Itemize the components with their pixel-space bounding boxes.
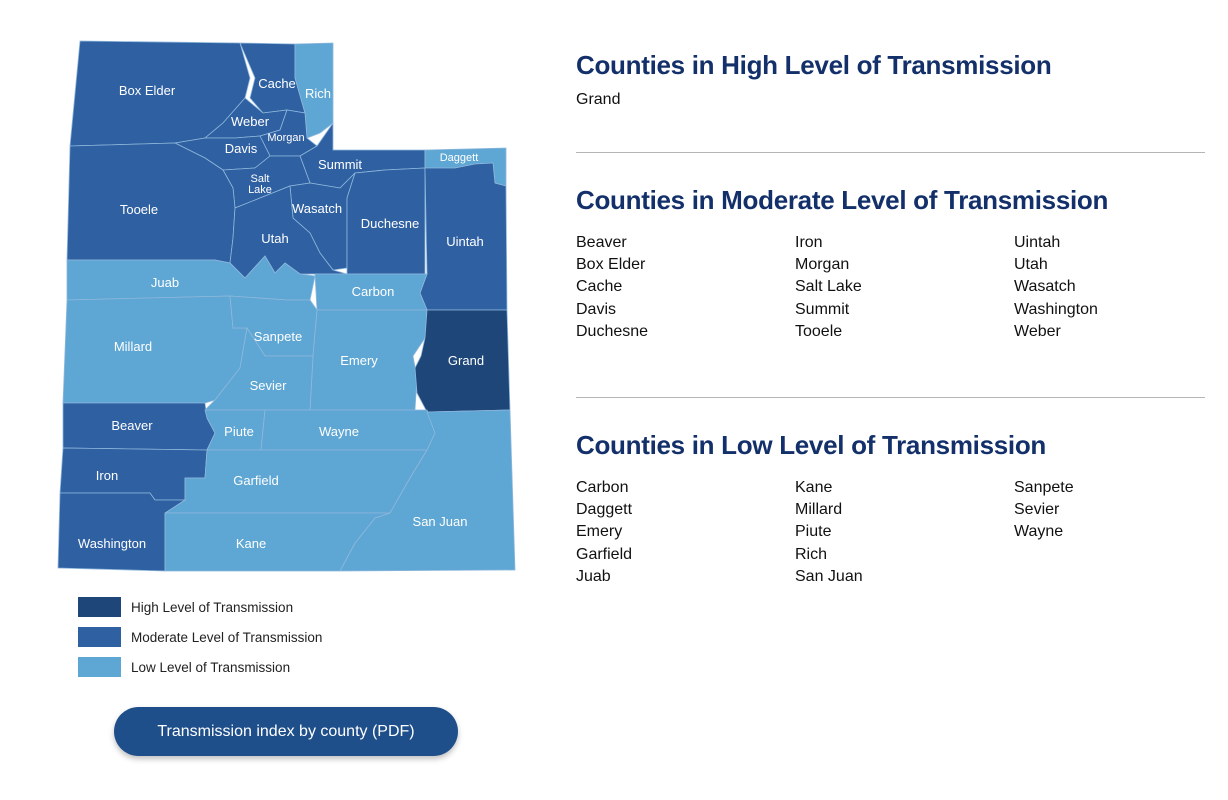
legend-label-high: High Level of Transmission — [131, 599, 294, 615]
map-legend: High Level of Transmission Moderate Leve… — [78, 592, 322, 682]
county-list-item: Washington — [1014, 300, 1098, 318]
county-list-item: Carbon — [576, 479, 629, 496]
county-list-item: Wayne — [1014, 523, 1064, 541]
county-kane[interactable] — [164, 512, 391, 572]
county-list-item: Morgan — [795, 256, 850, 274]
legend-item-moderate: Moderate Level of Transmission — [78, 622, 322, 652]
legend-item-high: High Level of Transmission — [78, 592, 322, 622]
county-piute[interactable] — [204, 409, 266, 451]
legend-label-low: Low Level of Transmission — [131, 659, 291, 675]
county-list-item: Kane — [795, 479, 833, 496]
legend-swatch-low — [78, 657, 121, 677]
county-list-item: Rich — [795, 545, 828, 563]
legend-swatch-high — [78, 597, 121, 617]
section-title-low: Counties in Low Level of Transmission — [576, 430, 1046, 460]
county-list-item: Box Elder — [576, 256, 646, 274]
county-list-item: San Juan — [795, 567, 863, 585]
low-county-columns: Carbon Daggett Emery Garfield Juab Kane … — [576, 477, 1205, 588]
county-list-item: Garfield — [576, 545, 633, 563]
county-list-item: Iron — [795, 234, 823, 251]
county-tooele[interactable] — [66, 142, 236, 264]
county-list-item: Wasatch — [1014, 278, 1076, 296]
county-carbon[interactable] — [314, 273, 428, 311]
county-list-item: Tooele — [795, 322, 843, 340]
utah-county-map: Box Elder Cache Rich Weber Morgan Davis … — [55, 38, 525, 578]
county-list-item: Beaver — [576, 234, 627, 251]
section-title-high: Counties in High Level of Transmission — [576, 50, 1052, 80]
county-uintah[interactable] — [419, 162, 508, 311]
legend-label-moderate: Moderate Level of Transmission — [131, 629, 323, 645]
column-1: Carbon Daggett Emery Garfield Juab — [576, 477, 795, 588]
county-list-item: Weber — [1014, 322, 1061, 340]
divider — [576, 397, 1205, 398]
county-millard[interactable] — [62, 295, 248, 404]
map-svg: Box Elder Cache Rich Weber Morgan Davis … — [57, 40, 516, 572]
county-rich[interactable] — [294, 42, 334, 139]
county-list-item: Cache — [576, 278, 623, 296]
transmission-index-pdf-button[interactable]: Transmission index by county (PDF) — [114, 707, 458, 756]
county-list-item: Sanpete — [1014, 479, 1074, 496]
high-county-list: Grand — [576, 89, 1205, 111]
legend-item-low: Low Level of Transmission — [78, 652, 322, 682]
county-grand[interactable] — [414, 309, 511, 413]
county-emery[interactable] — [309, 309, 428, 411]
section-title-moderate: Counties in Moderate Level of Transmissi… — [576, 185, 1109, 215]
column-3: Uintah Utah Wasatch Washington Weber — [1014, 232, 1205, 343]
column-3: Sanpete Sevier Wayne — [1014, 477, 1205, 588]
county-lists-panel: Counties in High Level of Transmission G… — [576, 50, 1205, 588]
county-list-item: Piute — [795, 523, 832, 541]
county-list-item: Salt Lake — [795, 278, 862, 296]
section-moderate: Counties in Moderate Level of Transmissi… — [576, 153, 1205, 397]
legend-swatch-moderate — [78, 627, 121, 647]
county-list-item: Duchesne — [576, 322, 649, 340]
county-washington[interactable] — [57, 492, 187, 572]
county-list-item: Emery — [576, 523, 623, 541]
county-list-item: Sevier — [1014, 501, 1060, 519]
section-low: Counties in Low Level of Transmission Ca… — [576, 398, 1205, 588]
column-2: Iron Morgan Salt Lake Summit Tooele — [795, 232, 1014, 343]
county-list-item: Summit — [795, 300, 850, 318]
county-list-item: Utah — [1014, 256, 1048, 274]
county-list-item: Davis — [576, 300, 617, 318]
divider — [576, 152, 1205, 153]
county-list-item: Millard — [795, 501, 843, 519]
county-list-item: Juab — [576, 567, 611, 585]
column-2: Kane Millard Piute Rich San Juan — [795, 477, 1014, 588]
county-list-item: Grand — [576, 91, 621, 108]
county-duchesne[interactable] — [346, 167, 426, 275]
county-wayne[interactable] — [260, 409, 436, 451]
section-high: Counties in High Level of Transmission G… — [576, 50, 1205, 152]
moderate-county-columns: Beaver Box Elder Cache Davis Duchesne Ir… — [576, 232, 1205, 343]
county-list-item: Uintah — [1014, 234, 1061, 251]
county-list-item: Daggett — [576, 501, 633, 519]
county-beaver[interactable] — [62, 402, 216, 451]
column-1: Beaver Box Elder Cache Davis Duchesne — [576, 232, 795, 343]
